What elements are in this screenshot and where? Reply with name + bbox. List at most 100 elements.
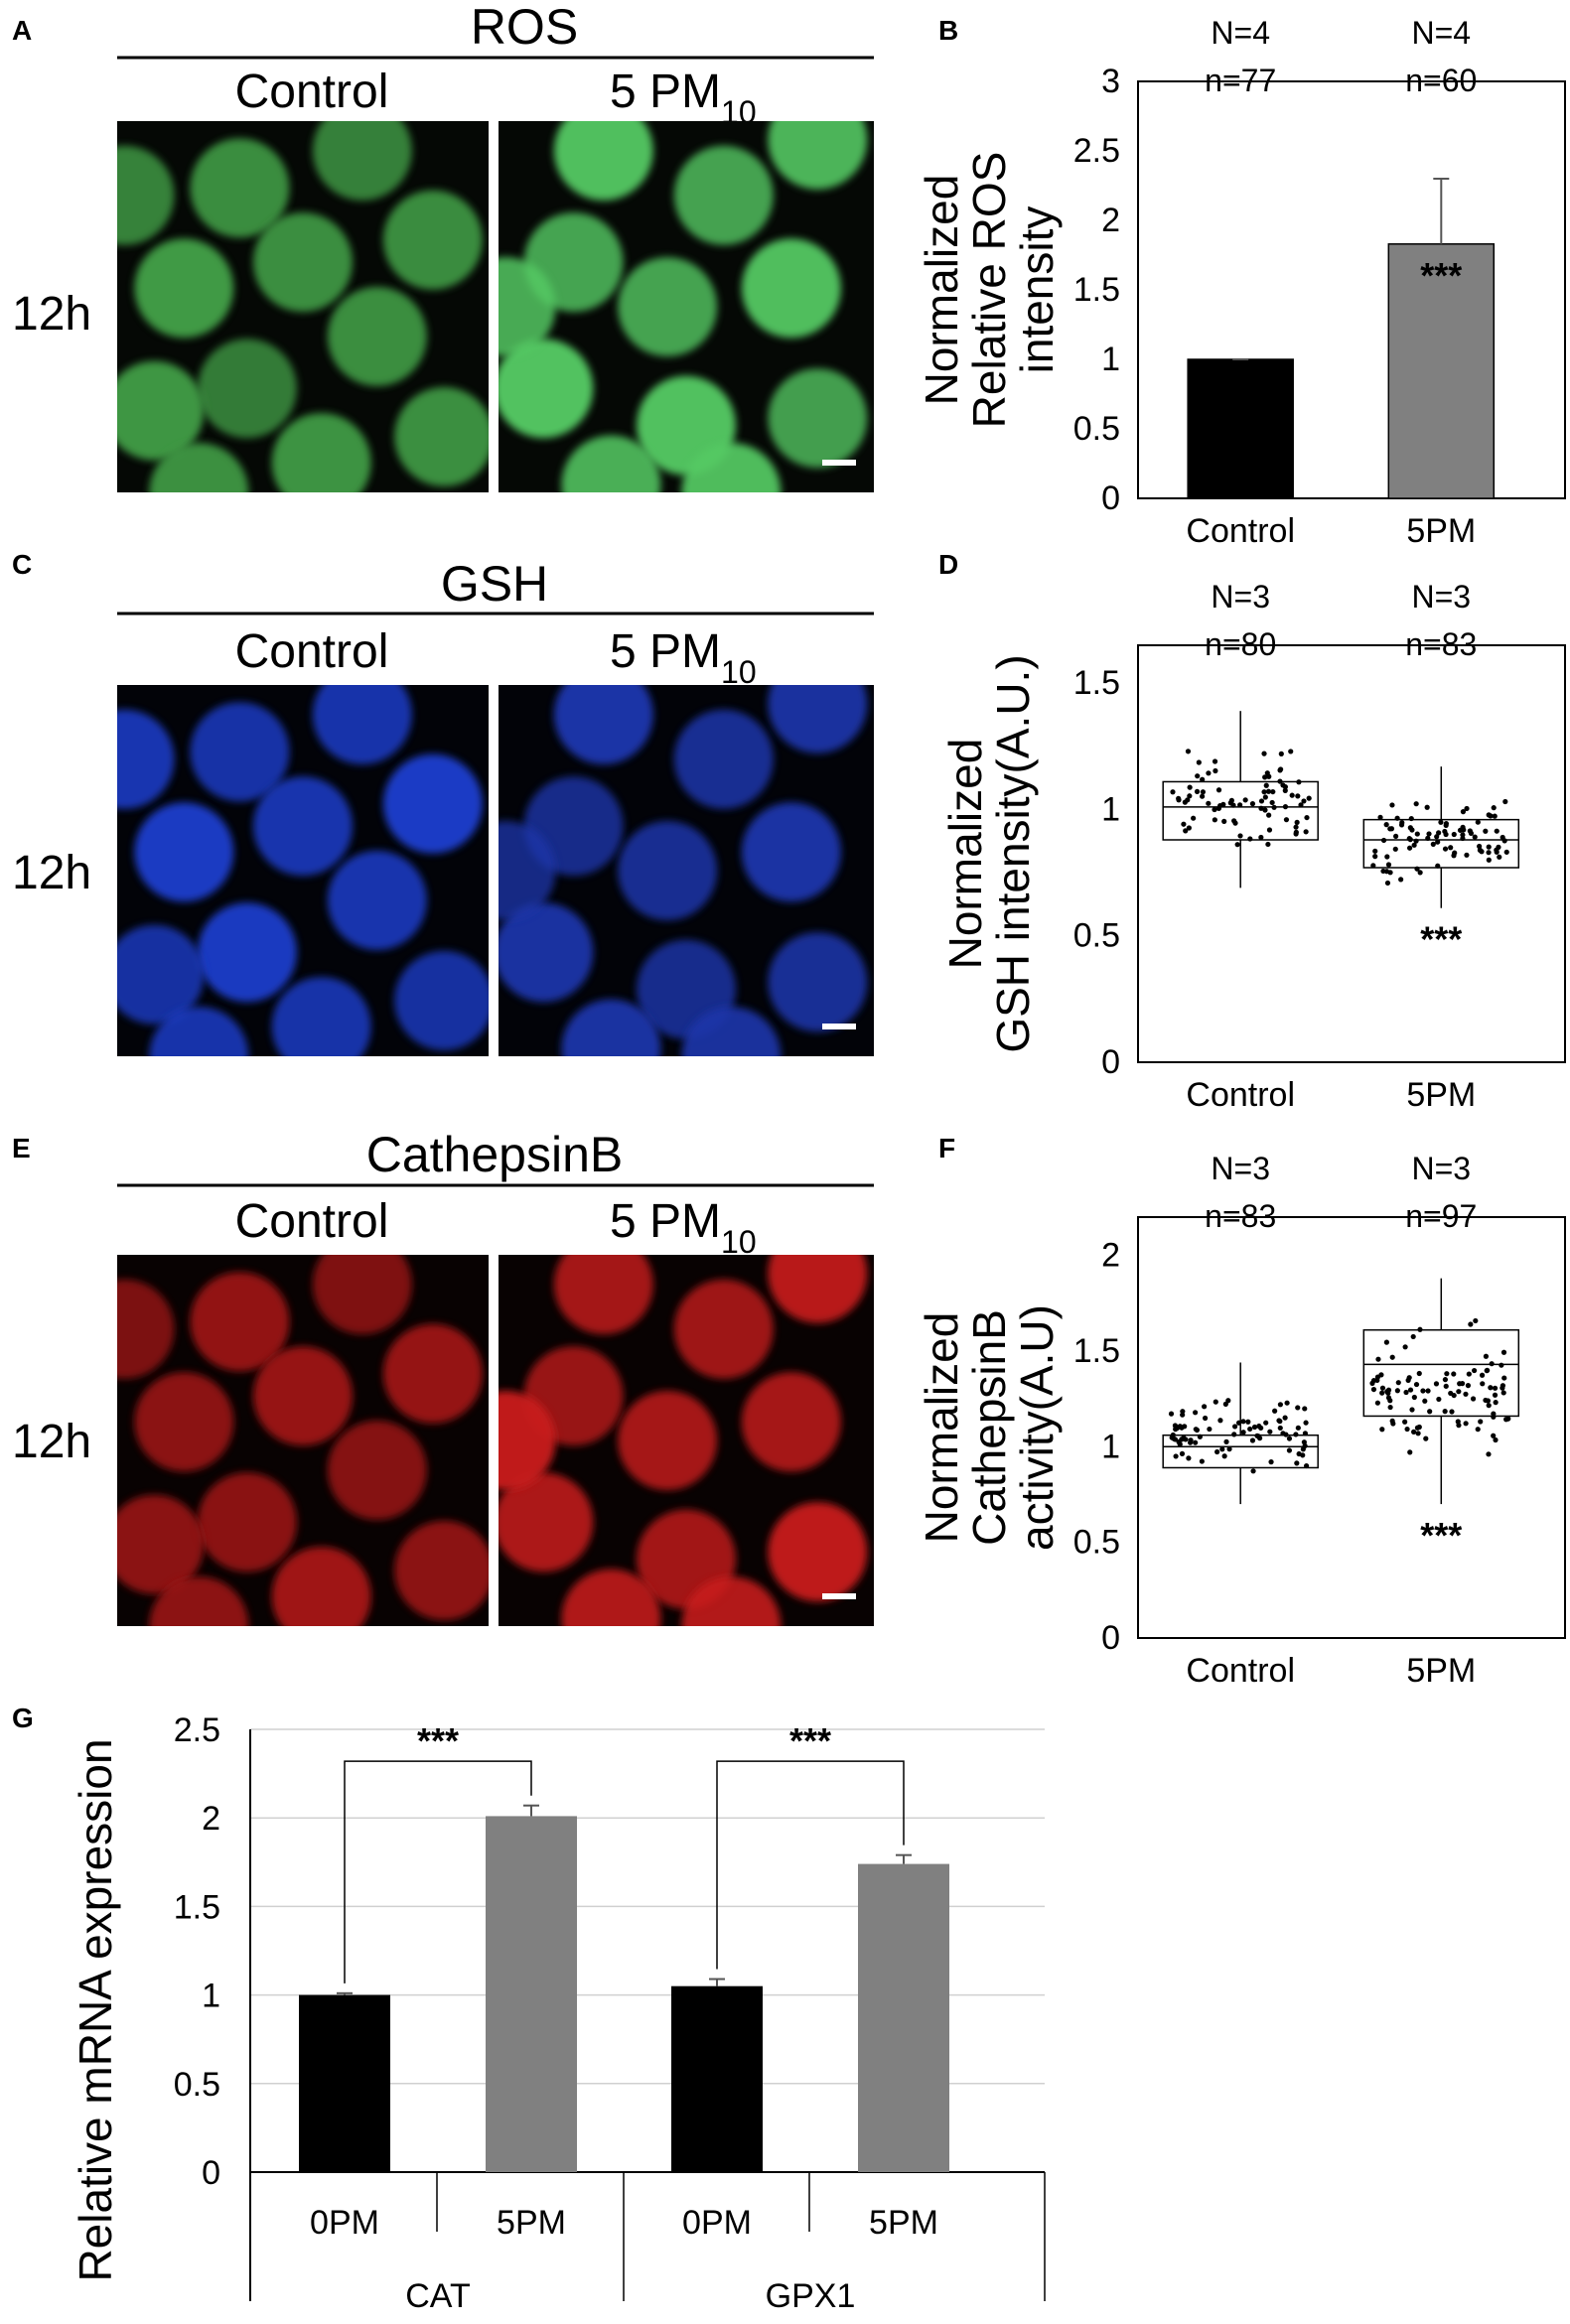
data-point	[1483, 1353, 1490, 1359]
data-point	[1303, 829, 1309, 835]
data-point	[1461, 827, 1467, 833]
data-point	[1384, 854, 1390, 860]
significance-marker: ***	[1420, 919, 1462, 960]
n-animals-label: N=3	[1211, 579, 1270, 615]
data-point	[1267, 1429, 1273, 1435]
data-point	[1407, 1449, 1413, 1455]
data-point	[1258, 834, 1264, 841]
data-point	[1422, 1398, 1428, 1404]
data-point	[1213, 767, 1218, 774]
data-point	[1265, 788, 1272, 794]
plot-frame	[1137, 80, 1566, 499]
data-point	[1227, 800, 1233, 806]
micrograph-cells-treated	[499, 121, 868, 492]
y-tick-label: 1.5	[1073, 1332, 1120, 1370]
panel-e: E CathepsinB Control 5 PM10 12h	[12, 1127, 874, 1626]
data-point	[1394, 1388, 1400, 1394]
data-point	[1468, 1321, 1474, 1327]
data-point	[1493, 1436, 1499, 1443]
data-point	[1193, 1439, 1199, 1445]
x-category-label: 0PM	[682, 2204, 752, 2242]
data-point	[1200, 776, 1206, 782]
data-point	[1416, 1424, 1422, 1431]
y-axis-title-line: Normalized	[916, 1312, 967, 1544]
data-point	[1306, 795, 1312, 801]
oocyte-cell	[271, 413, 371, 492]
oocyte-cell	[117, 924, 205, 1025]
oocyte-cell	[681, 1576, 782, 1626]
data-point	[1486, 1451, 1492, 1457]
data-point	[1499, 1362, 1504, 1368]
data-point	[1370, 1386, 1377, 1393]
micrograph-cells-control	[117, 121, 489, 492]
oocyte-cell	[499, 821, 556, 920]
oocyte-cell	[134, 1372, 234, 1472]
oocyte-cell	[117, 360, 205, 461]
y-tick-label: 0.5	[1073, 917, 1120, 955]
data-point	[1269, 799, 1275, 806]
y-tick-label: 1	[1101, 790, 1120, 828]
oocyte-cell	[553, 685, 653, 764]
oocyte-cell	[117, 709, 175, 809]
oocyte-cell	[312, 1255, 412, 1334]
oocyte-cell	[768, 685, 868, 753]
oocyte-cell	[327, 1420, 427, 1520]
data-point	[1296, 1450, 1302, 1457]
data-point	[1451, 831, 1457, 838]
data-point	[1206, 770, 1212, 776]
data-point	[1500, 1349, 1507, 1355]
n-cells-label: n=83	[1405, 626, 1477, 662]
data-point	[1433, 1381, 1440, 1387]
data-point	[1491, 1433, 1497, 1438]
data-point	[1472, 834, 1478, 840]
data-point	[1370, 863, 1376, 869]
data-point	[1179, 1450, 1186, 1456]
data-point	[1387, 870, 1393, 876]
bar-5pm	[858, 1863, 949, 2172]
oocyte-cell	[197, 1472, 297, 1572]
data-point	[1478, 1419, 1484, 1425]
panel-a-time-label: 12h	[12, 288, 91, 341]
y-tick-label: 2.5	[1073, 132, 1120, 170]
data-point	[1451, 1371, 1457, 1377]
y-tick-label: 0	[1101, 1043, 1120, 1081]
data-point	[1200, 793, 1206, 799]
significance-marker: ***	[1420, 255, 1462, 296]
y-axis-title-line: Relative mRNA expression	[70, 1738, 121, 2281]
y-axis-title-line: activity(A.U)	[1011, 1304, 1063, 1551]
panel-e-treat-label: 5 PM10	[610, 1195, 757, 1260]
data-point	[1247, 836, 1253, 842]
oocyte-cell	[134, 238, 234, 339]
data-point	[1286, 1447, 1293, 1453]
panel-e-micrographs	[117, 1255, 874, 1626]
panel-c: C GSH Control 5 PM10 12h	[12, 549, 874, 1056]
y-tick-label: 1.5	[1073, 271, 1120, 309]
data-point	[1390, 1421, 1396, 1427]
oocyte-cell	[618, 1391, 718, 1490]
micrograph-cells-control	[117, 685, 489, 1056]
oocyte-cell	[499, 339, 594, 439]
data-point	[1234, 842, 1240, 848]
data-point	[1249, 1437, 1256, 1443]
panel-e-letter: E	[12, 1133, 31, 1163]
x-category-label: Control	[1186, 512, 1295, 550]
data-point	[1221, 818, 1227, 824]
micrograph-cells-treated	[499, 1255, 868, 1626]
y-tick-label: 0.5	[1073, 1524, 1120, 1562]
data-point	[1413, 801, 1419, 807]
x-category-label: 5PM	[869, 2204, 938, 2242]
oocyte-cell	[134, 802, 234, 902]
data-point	[1404, 1426, 1410, 1433]
data-point	[1448, 1390, 1454, 1397]
x-category-label: 5PM	[1406, 1652, 1476, 1690]
y-axis-title-line: GSH intensity(A.U.)	[987, 654, 1039, 1052]
oocyte-cell	[253, 1346, 353, 1446]
data-point	[1389, 802, 1395, 808]
data-point	[1379, 1385, 1386, 1391]
oocyte-cell	[499, 1472, 594, 1572]
data-point	[1195, 773, 1201, 779]
data-point	[1265, 841, 1271, 848]
data-point	[1217, 1418, 1223, 1424]
data-point	[1460, 809, 1467, 815]
